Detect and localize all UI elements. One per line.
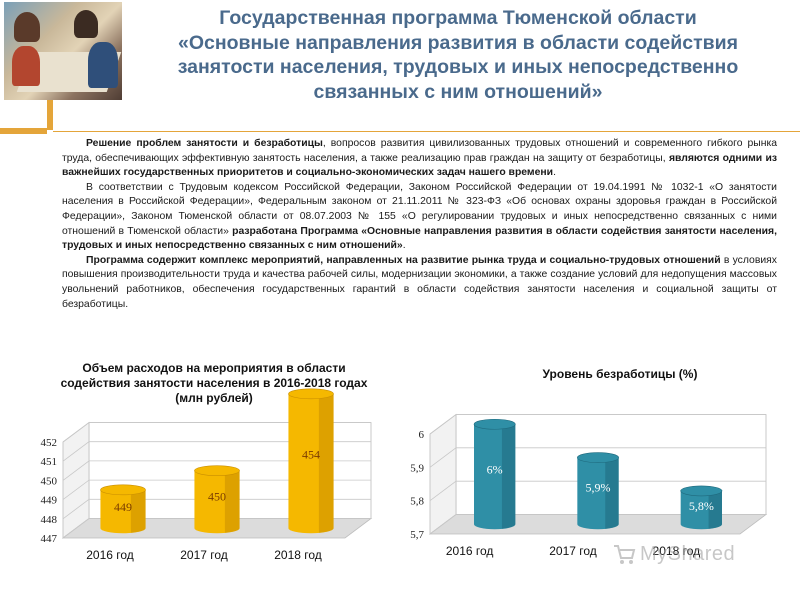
y-tick-label: 449 <box>41 495 58 507</box>
bar-top <box>680 485 723 497</box>
y-tick-label: 451 <box>41 456 58 468</box>
gridline <box>62 422 371 443</box>
watermark-logo: MyShared <box>612 541 772 567</box>
decorative-corner-vertical <box>47 100 53 130</box>
text: . <box>553 167 556 179</box>
title-line: занятости населения, трудовых и иных неп… <box>177 56 739 78</box>
expenses-chart-title: Объем расходов на мероприятия в области … <box>60 361 368 405</box>
bar-data-label: 454 <box>302 447 320 461</box>
title-line: Государственная программа Тюменской обла… <box>219 7 697 29</box>
unemployment-chart-title: Уровень безработицы (%) <box>542 367 698 381</box>
text: , вопросов развития цивилизованных трудо… <box>62 138 777 164</box>
bar <box>577 452 619 530</box>
bar-data-label: 450 <box>208 490 226 504</box>
y-tick-label: 450 <box>41 475 58 487</box>
gridline <box>429 447 766 468</box>
bar <box>680 485 723 530</box>
x-category-label: 2018 год <box>653 544 701 558</box>
y-tick-label: 6 <box>419 429 425 441</box>
program-description: Решение проблем занятости и безработицы,… <box>62 137 777 312</box>
plot-side-wall <box>429 413 457 535</box>
title-line: связанных с ним отношений» <box>313 80 603 103</box>
text: В соответствии с Трудовым кодексом Росси… <box>62 181 777 237</box>
watermark-text: MyShared <box>640 543 736 565</box>
bar-data-label: 449 <box>114 500 132 514</box>
bar-shade <box>605 457 619 529</box>
bar-top <box>288 388 334 400</box>
bar-shade <box>501 424 516 529</box>
bar-shade <box>130 489 146 533</box>
bar-top <box>100 484 146 496</box>
bar-shade <box>708 490 722 529</box>
gridline <box>429 480 766 501</box>
x-category-label: 2017 год <box>180 548 228 562</box>
decorative-corner-horizontal <box>0 128 47 134</box>
paragraph-3: Программа содержит комплекс мероприятий,… <box>62 254 777 312</box>
gridline <box>429 514 766 535</box>
bar <box>100 484 146 534</box>
gridline <box>62 479 371 500</box>
title-line: «Основные направления развития в области… <box>177 31 738 54</box>
bold-text: Программа содержит комплекс мероприятий,… <box>86 254 721 266</box>
gridline <box>429 414 766 435</box>
paragraph-2: В соответствии с Трудовым кодексом Росси… <box>62 181 777 254</box>
bar-top <box>577 452 619 463</box>
bar-top <box>473 418 516 430</box>
x-category-label: 2016 год <box>446 544 494 558</box>
bar <box>194 465 240 534</box>
gridline <box>62 498 371 520</box>
bar-shade <box>224 470 240 533</box>
bold-text: Решение проблем занятости и безработицы <box>86 138 323 149</box>
bar-data-label: 5,8% <box>689 499 714 513</box>
header-photo <box>4 2 122 100</box>
text: . <box>402 240 406 252</box>
bar <box>288 388 334 534</box>
y-tick-label: 5,8 <box>410 496 424 508</box>
text: в условиях повышения производительности … <box>62 254 777 310</box>
x-category-label: 2018 год <box>274 548 322 562</box>
bold-text: являются одними из важнейших государстве… <box>62 152 777 179</box>
paragraph-1: Решение проблем занятости и безработицы,… <box>62 137 777 181</box>
gridline <box>62 518 371 539</box>
y-tick-label: 448 <box>41 514 58 526</box>
y-tick-label: 5,9 <box>410 462 424 474</box>
bar-top <box>194 465 240 476</box>
bold-text: разработана Программа «Основные направле… <box>62 225 777 252</box>
bar-data-label: 5,9% <box>586 481 611 495</box>
x-category-label: 2017 год <box>549 544 597 558</box>
bar-shade <box>318 393 334 533</box>
bar-data-label: 6% <box>487 462 503 476</box>
x-category-label: 2016 год <box>86 548 134 562</box>
cart-icon <box>614 545 636 564</box>
bar <box>473 418 516 530</box>
page-title: Государственная программа Тюменской обла… <box>122 6 794 104</box>
gridline <box>62 441 371 462</box>
y-tick-label: 5,7 <box>410 529 424 541</box>
y-tick-label: 452 <box>41 437 58 449</box>
title-divider-line <box>53 131 800 132</box>
gridline <box>62 460 371 481</box>
y-tick-label: 447 <box>41 533 58 545</box>
